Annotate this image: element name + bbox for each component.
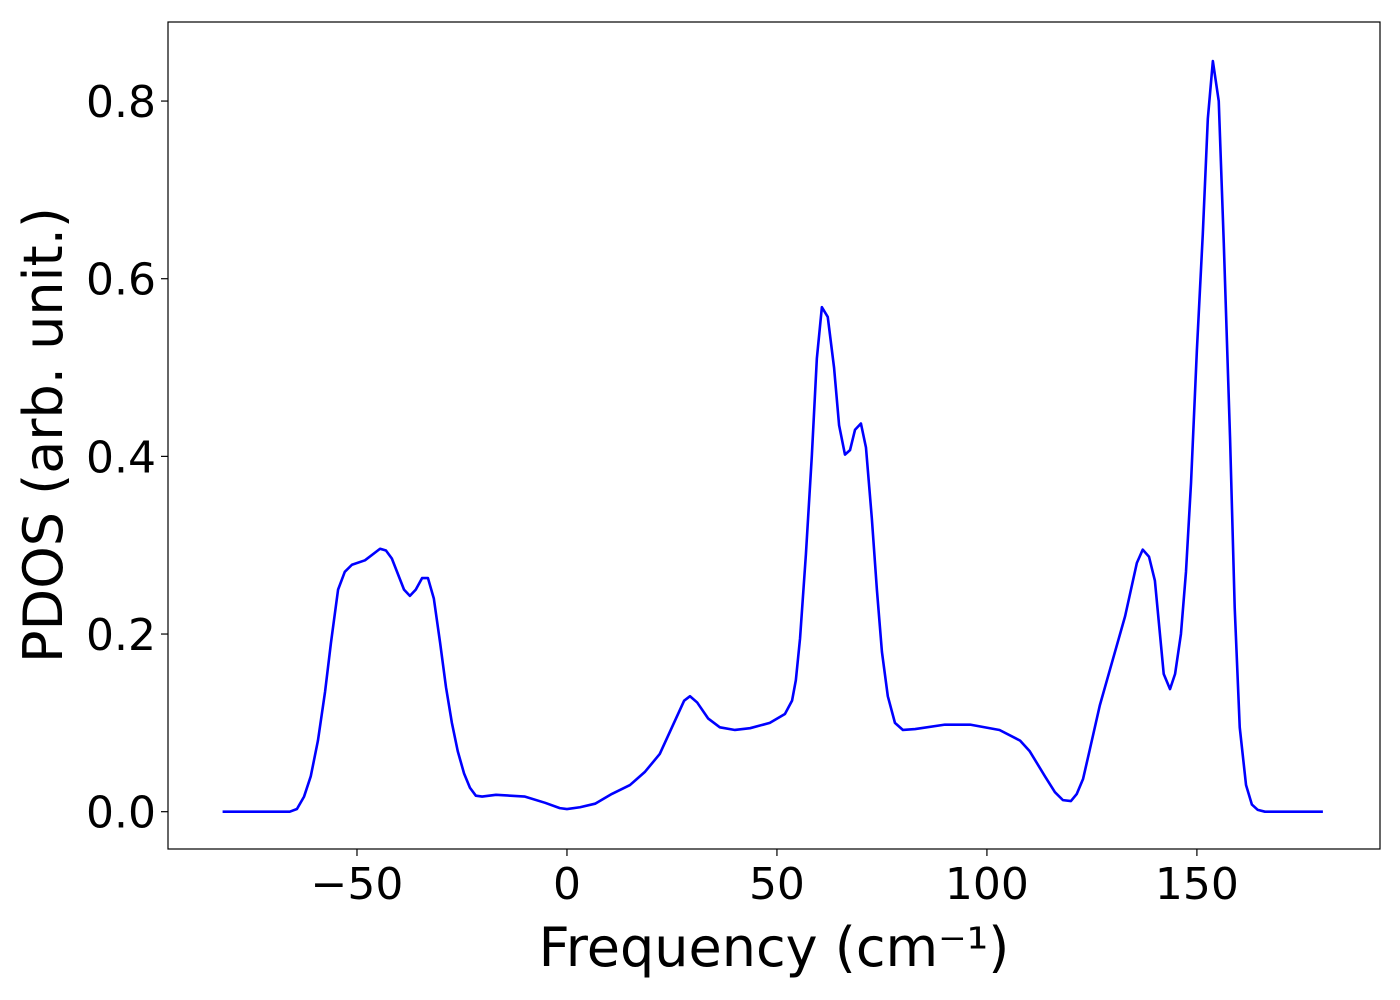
y-tick-label: 0.6 [86,255,156,306]
plot-frame [167,21,1381,850]
y-tick-label: 0.8 [86,77,156,128]
x-tick-label: 100 [945,859,1029,910]
x-tick-label: −50 [311,859,404,910]
y-axis-label: PDOS (arb. unit.) [12,207,75,663]
x-tick-label: 150 [1155,859,1239,910]
x-tick-label: 50 [749,859,805,910]
x-axis-label: Frequency (cm⁻¹) [539,916,1010,979]
y-tick-label: 0.4 [86,432,156,483]
pdos-line [222,59,1323,813]
y-tick-label: 0.2 [86,610,156,661]
y-tick-label: 0.0 [86,788,156,839]
x-tick-label: 0 [553,859,581,910]
